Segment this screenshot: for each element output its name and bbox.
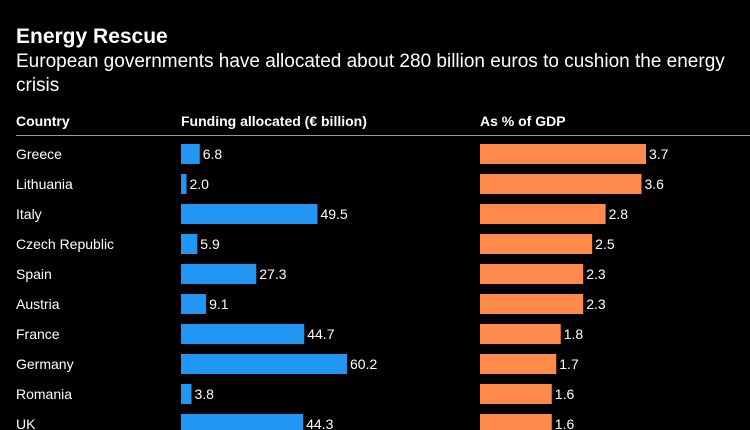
funding-value-label-austria: 9.1 [209,296,229,312]
funding-value-label-spain: 27.3 [259,266,286,282]
gdp-value-label-uk: 1.6 [555,416,575,430]
gdp-value-label-germany: 1.7 [559,356,579,372]
funding-value-label-uk: 44.3 [306,416,333,430]
gdp-bar-lithuania [480,174,642,194]
gdp-value-label-lithuania: 3.6 [645,176,665,192]
country-label-czech-republic: Czech Republic [16,236,114,252]
gdp-column-header: As % of GDP [480,113,566,129]
country-label-greece: Greece [16,146,62,162]
gdp-value-label-austria: 2.3 [586,296,606,312]
gdp-value-label-france: 1.8 [564,326,584,342]
gdp-bar-spain [480,264,584,284]
country-label-france: France [16,326,60,342]
gdp-value-label-italy: 2.8 [609,206,629,222]
funding-bar-uk [181,414,304,430]
country-label-spain: Spain [16,266,52,282]
gdp-value-label-spain: 2.3 [586,266,606,282]
funding-bar-austria [181,294,207,314]
funding-value-label-italy: 49.5 [320,206,347,222]
funding-bar-spain [181,264,257,284]
funding-bar-lithuania [181,174,187,194]
funding-value-label-germany: 60.2 [350,356,377,372]
funding-value-label-lithuania: 2.0 [190,176,210,192]
funding-bar-greece [181,144,200,164]
funding-bar-czech-republic [181,234,198,254]
gdp-value-label-romania: 1.6 [555,386,575,402]
country-label-romania: Romania [16,386,72,402]
country-label-lithuania: Lithuania [16,176,73,192]
gdp-value-label-czech-republic: 2.5 [595,236,615,252]
funding-value-label-france: 44.7 [307,326,334,342]
funding-bar-germany [181,354,347,374]
funding-value-label-romania: 3.8 [194,386,214,402]
country-label-uk: UK [16,416,36,430]
funding-column-header: Funding allocated (€ billion) [181,113,367,129]
country-column-header: Country [16,113,70,129]
country-label-austria: Austria [16,296,60,312]
gdp-bar-italy [480,204,606,224]
chart-subtitle: European governments have allocated abou… [16,51,725,96]
gdp-bar-greece [480,144,646,164]
funding-bar-romania [181,384,192,404]
gdp-bar-austria [480,294,584,314]
gdp-bar-uk [480,414,552,430]
gdp-bar-germany [480,354,557,374]
gdp-bar-france [480,324,561,344]
header-divider [16,135,750,136]
chart-title: Energy Rescue [16,25,168,48]
funding-bar-france [181,324,305,344]
country-label-italy: Italy [16,206,42,222]
funding-value-label-greece: 6.8 [203,146,223,162]
gdp-bar-czech-republic [480,234,593,254]
funding-value-label-czech-republic: 5.9 [200,236,220,252]
gdp-value-label-greece: 3.7 [649,146,669,162]
funding-bar-italy [181,204,318,224]
gdp-bar-romania [480,384,552,404]
country-label-germany: Germany [16,356,74,372]
